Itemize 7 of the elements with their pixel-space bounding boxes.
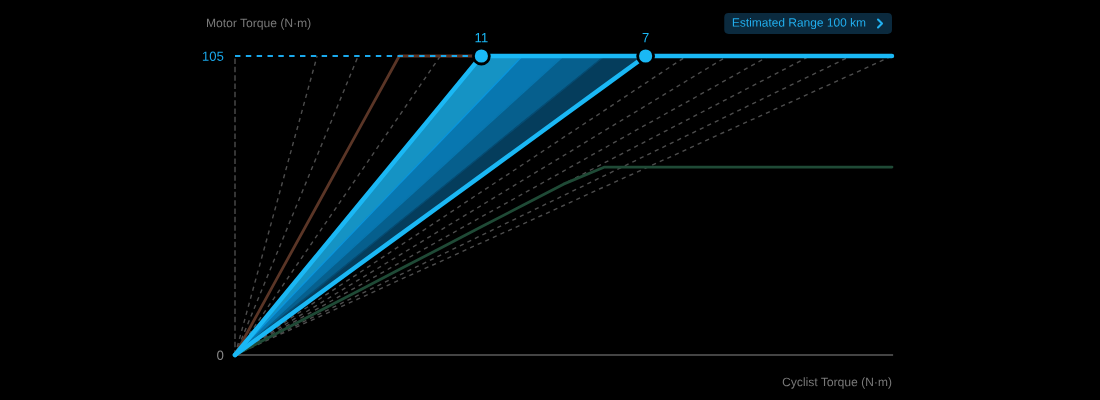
series-label: 7 [642, 33, 649, 43]
x-axis-title: Cyclist Torque (N·m) [782, 377, 892, 389]
y-tick-label: 105 [202, 51, 224, 61]
series-label: 11 [475, 33, 488, 43]
y-axis-title: Motor Torque (N·m) [206, 18, 311, 30]
text: Estimated Range 100 km [732, 17, 866, 30]
y-tick-label: 0 [217, 350, 224, 360]
